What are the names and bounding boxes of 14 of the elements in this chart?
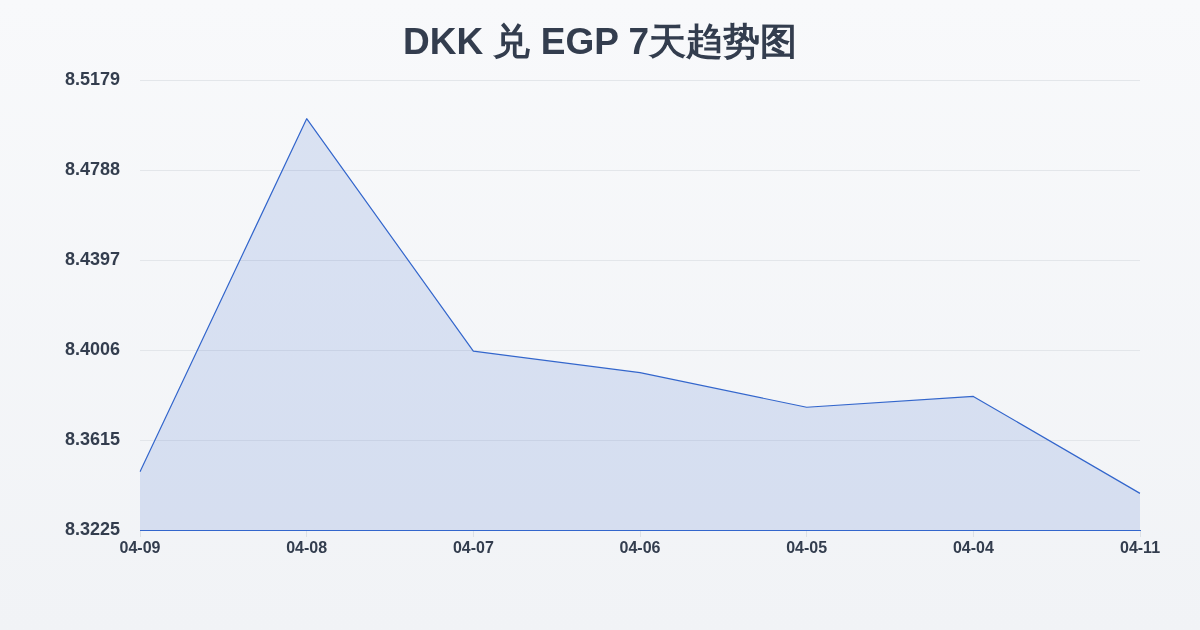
y-tick-label: 8.4788 (64, 159, 120, 180)
y-tick-label: 8.5179 (64, 68, 120, 89)
y-tick-label: 8.3615 (64, 429, 120, 450)
x-tick-label: 04-05 (786, 539, 828, 557)
x-tick-label: 04-09 (119, 539, 161, 557)
x-tick-label: 04-04 (952, 539, 994, 557)
x-tick-label: 04-08 (286, 539, 328, 557)
y-tick-label: 8.3225 (64, 518, 120, 539)
chart-title: DKK 兑 EGP 7天趋势图 (402, 21, 798, 63)
y-tick-label: 8.4397 (64, 249, 120, 270)
x-tick-label: 04-11 (1119, 539, 1161, 557)
x-tick-label: 04-06 (619, 539, 661, 557)
x-tick-label: 04-07 (452, 539, 494, 557)
y-tick-label: 8.4006 (64, 339, 120, 360)
